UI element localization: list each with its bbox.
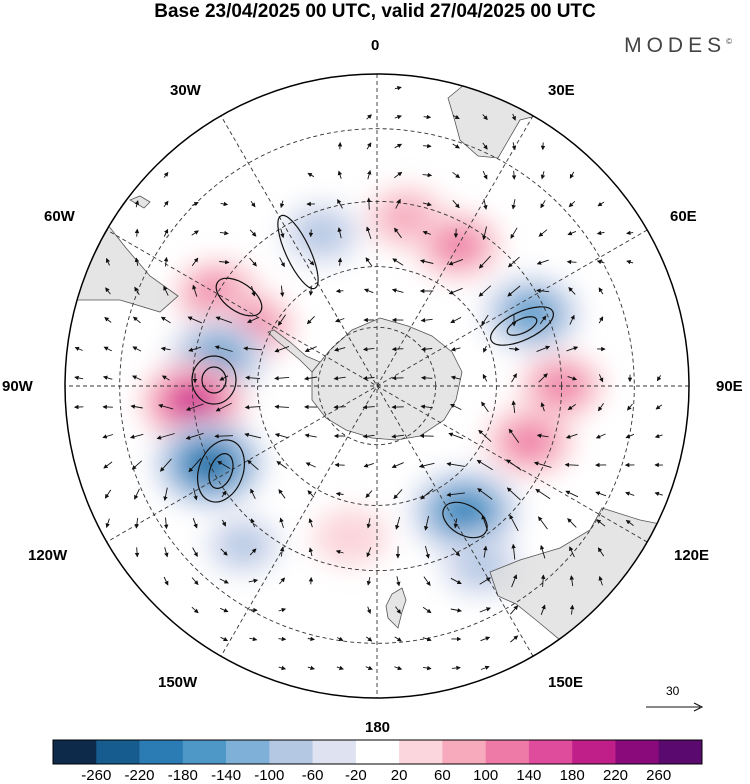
colorbar-swatch bbox=[486, 740, 530, 764]
colorbar-tick-label: 260 bbox=[637, 767, 681, 784]
colorbar-swatch bbox=[615, 740, 659, 764]
colorbar-swatch bbox=[53, 740, 97, 764]
lon-label-120w: 120W bbox=[28, 548, 67, 564]
wind-arrow bbox=[279, 639, 286, 640]
lon-label-90w: 90W bbox=[2, 379, 33, 395]
wind-arrow bbox=[514, 171, 515, 179]
colorbar-tick-label: -260 bbox=[74, 767, 118, 784]
colorbar-swatch bbox=[96, 740, 140, 764]
colorbar-tick-label: 180 bbox=[550, 767, 594, 784]
wind-arrow bbox=[565, 465, 578, 466]
wind-arrow bbox=[137, 229, 138, 236]
colorbar-tick-label: 140 bbox=[507, 767, 551, 784]
colorbar-swatch bbox=[399, 740, 443, 764]
wind-arrow bbox=[337, 291, 344, 292]
colorbar-swatch bbox=[356, 740, 400, 764]
colorbar-swatch bbox=[313, 740, 357, 764]
lon-label-30w: 30W bbox=[170, 83, 201, 99]
colorbar-tick-label: 20 bbox=[377, 767, 421, 784]
reference-vector-label: 30 bbox=[666, 684, 679, 698]
colorbar-swatch bbox=[269, 740, 313, 764]
lon-label-150e: 150E bbox=[548, 675, 583, 691]
colorbar-swatch bbox=[529, 740, 573, 764]
anomaly-blob bbox=[313, 508, 387, 566]
wind-arrow bbox=[215, 436, 233, 437]
colorbar-tick-label: -140 bbox=[204, 767, 248, 784]
lon-label-120e: 120E bbox=[674, 548, 709, 564]
lon-label-30e: 30E bbox=[548, 83, 575, 99]
anomaly-blob bbox=[220, 527, 266, 563]
anomaly-blob bbox=[510, 426, 549, 456]
polar-map bbox=[0, 0, 750, 735]
lon-label-60e: 60E bbox=[670, 209, 697, 225]
anomaly-blob bbox=[515, 301, 549, 327]
colorbar-swatch bbox=[140, 740, 184, 764]
colorbar-tick-label: -60 bbox=[291, 767, 335, 784]
colorbar-tick-label: -220 bbox=[118, 767, 162, 784]
lon-label-180: 180 bbox=[365, 720, 390, 736]
colorbar-tick-label: 100 bbox=[464, 767, 508, 784]
colorbar-tick-label: 60 bbox=[420, 767, 464, 784]
wind-arrow bbox=[423, 146, 431, 147]
colorbar-tick-label: -100 bbox=[247, 767, 291, 784]
wind-arrow bbox=[424, 117, 431, 118]
colorbar-swatch bbox=[183, 740, 227, 764]
wind-arrow bbox=[334, 407, 346, 408]
reference-vector-arrow bbox=[644, 700, 706, 714]
colorbar-swatch bbox=[572, 740, 616, 764]
colorbar-swatch bbox=[226, 740, 270, 764]
anomaly-blob bbox=[297, 215, 346, 253]
wind-arrow bbox=[568, 262, 577, 263]
colorbar-swatch bbox=[442, 740, 486, 764]
wind-arrow bbox=[369, 198, 370, 209]
colorbar-tick-label: -180 bbox=[161, 767, 205, 784]
lon-label-150w: 150W bbox=[158, 675, 197, 691]
lon-label-60w: 60W bbox=[44, 209, 75, 225]
wind-arrow bbox=[393, 349, 404, 350]
wind-arrow bbox=[422, 378, 433, 379]
colorbar bbox=[0, 735, 750, 765]
lon-label-0: 0 bbox=[371, 38, 379, 54]
colorbar-swatch bbox=[659, 740, 703, 764]
colorbar-tick-label: -20 bbox=[334, 767, 378, 784]
wind-arrow bbox=[311, 230, 312, 237]
wind-arrow bbox=[137, 547, 138, 556]
colorbar-tick-label: 220 bbox=[594, 767, 638, 784]
lon-label-90e: 90E bbox=[716, 379, 743, 395]
